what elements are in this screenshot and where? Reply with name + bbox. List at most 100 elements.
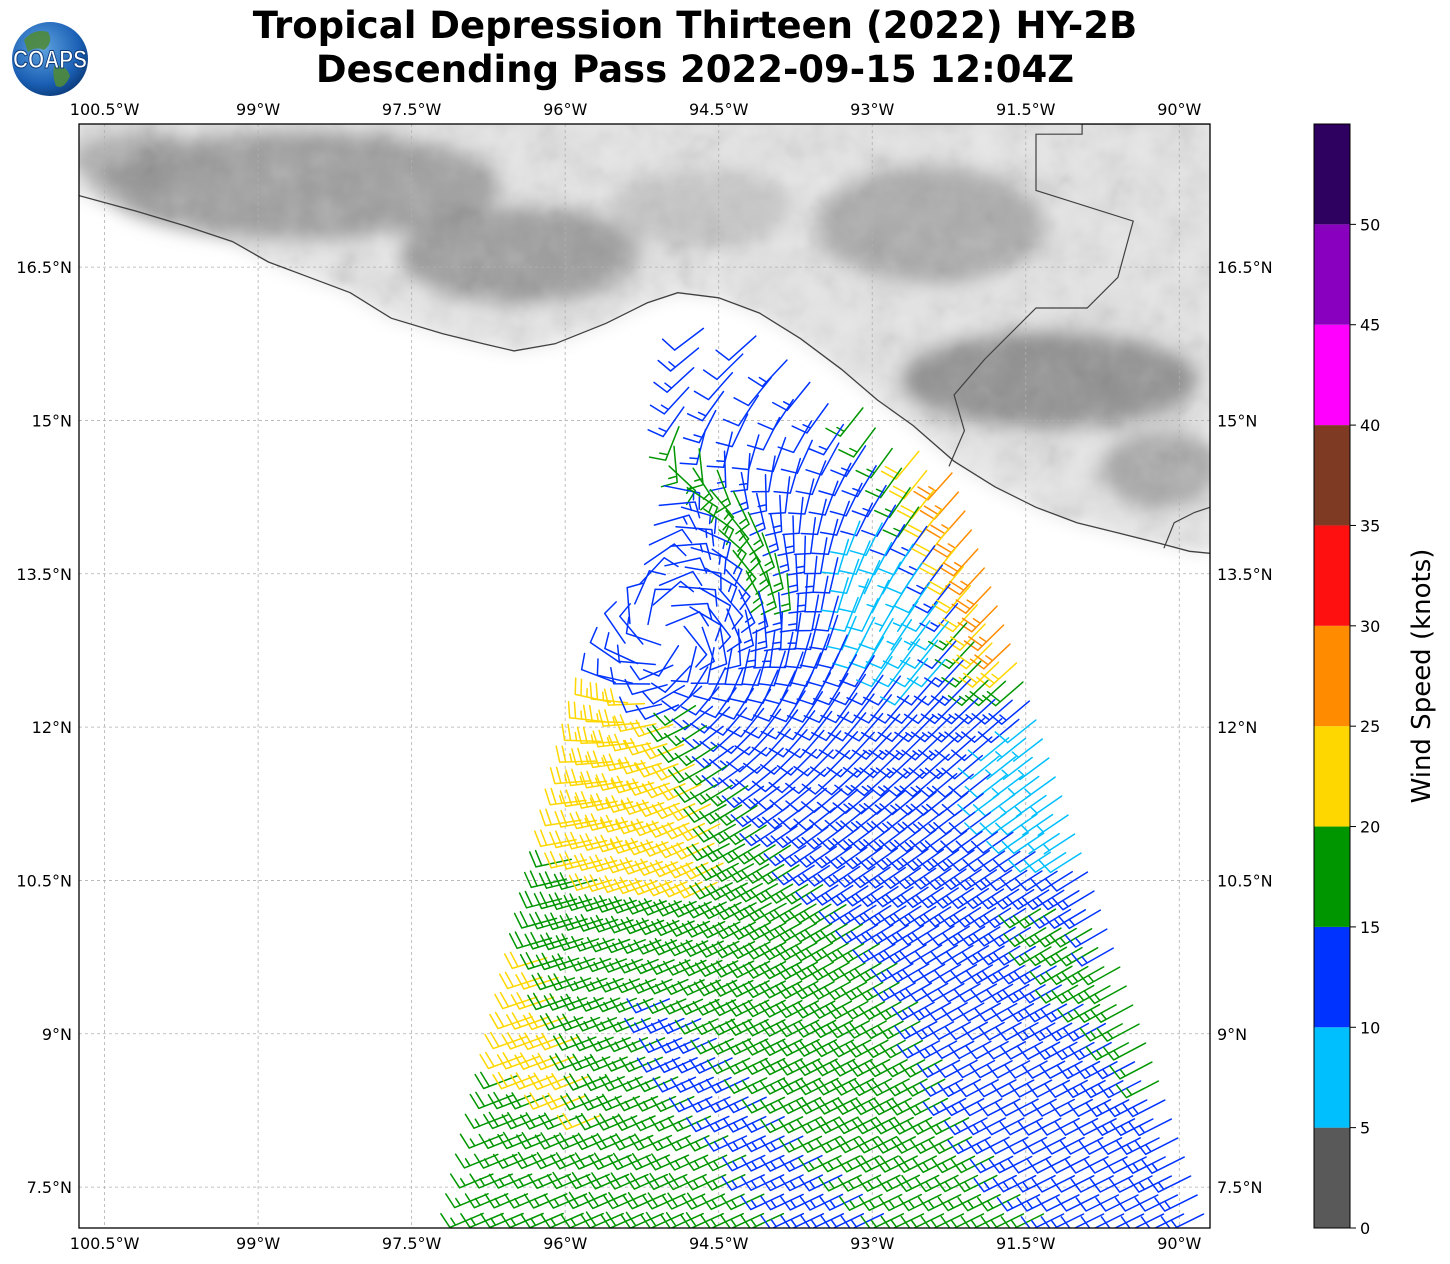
wind-barb [740,1174,785,1191]
wind-barb-stroke [641,684,686,705]
wind-barb-stroke [546,1171,591,1190]
wind-barb [620,1211,664,1228]
wind-barb-stroke [934,1174,979,1193]
wind-barb-stroke [801,826,844,850]
wind-barb [721,1174,765,1191]
wind-barb [809,846,853,869]
wind-barb-stroke [574,914,619,932]
wind-barb-stroke [779,1193,824,1211]
wind-barb [619,1232,661,1248]
wind-barb [955,831,999,854]
wind-barb-stroke [965,1040,1009,1060]
wind-barb [647,588,673,626]
colorbar-tick-label: 0 [1360,1219,1370,1238]
wind-barb [951,1059,996,1079]
wind-barb [1049,1098,1094,1117]
wind-barb-stroke [1062,1079,1106,1099]
wind-barb-stroke [556,1112,601,1131]
wind-barb-stroke [504,1193,548,1209]
wind-barb [523,1092,568,1110]
wind-barb-stroke [915,1174,959,1193]
wind-barb-stroke [1051,1041,1095,1061]
wind-barb [913,1040,958,1059]
wind-barb [931,1155,976,1174]
wind-barb-stroke [809,846,853,869]
wind-barb [904,1097,949,1116]
wind-barb-stroke [944,1021,989,1041]
wind-barb-stroke [940,1098,985,1117]
wind-barb [910,621,949,651]
wind-barb [1051,1041,1095,1061]
wind-barb-stroke [487,1091,532,1110]
wind-barb [944,717,986,743]
wind-barb-stroke [746,805,789,829]
wind-barb [702,353,744,381]
wind-barb-stroke [460,1212,504,1228]
wind-barb-stroke [802,730,842,759]
wind-barb [449,1173,494,1189]
wind-barb [863,675,902,706]
wind-barb-stroke [631,959,675,975]
wind-barb-stroke [863,828,906,852]
wind-barb [954,869,998,891]
wind-barb-stroke [582,1191,627,1210]
wind-barb-stroke [561,723,602,743]
wind-barb-stroke [762,806,805,830]
wind-barb-stroke [1068,1041,1112,1061]
wind-barb [1077,966,1121,986]
colorbar-bin [1314,1127,1350,1228]
wind-barb-stroke [1064,928,1108,948]
wind-barb-stroke [1021,889,1065,911]
wind-barb [647,1134,691,1152]
wind-barb [1091,1061,1136,1080]
wind-barb-stroke [625,616,662,646]
wind-barb [546,1171,591,1190]
wind-barb [829,673,867,706]
wind-barb [604,632,639,665]
wind-barb-stroke [459,1133,504,1149]
wind-barb-stroke [605,795,649,813]
wind-barb [593,1113,638,1131]
wind-barb [768,767,810,794]
wind-barb [1056,1003,1101,1023]
wind-barb [778,1135,823,1153]
wind-barb [724,648,751,686]
wind-barb [549,766,592,785]
wind-barb [1016,1041,1061,1060]
wind-barb-stroke [723,1077,768,1094]
wind-barb [915,772,958,798]
wind-barb-stroke [829,673,867,706]
wind-barb-stroke [762,513,779,557]
wind-barb-stroke [855,847,899,870]
wind-barb [510,992,555,1010]
wind-barb-stroke [961,1021,1005,1041]
wind-barb-stroke [670,602,713,621]
wind-barb [497,1131,541,1150]
wind-barb-stroke [602,937,646,954]
wind-barb [816,1135,860,1154]
wind-barb-stroke [570,1033,614,1052]
wind-barb-stroke [937,1193,982,1212]
wind-barb [662,959,707,976]
wind-barb-stroke [957,1002,1001,1022]
wind-barb [543,993,588,1011]
wind-barb [851,1116,896,1135]
wind-barb [556,1013,601,1032]
wind-barb-stroke [1055,1194,1100,1212]
wind-barb [635,704,680,720]
wind-barb [620,916,665,935]
wind-barb [503,951,548,970]
wind-barb-stroke [681,1192,726,1210]
wind-barb-stroke [1091,1061,1136,1080]
wind-barb-stroke [754,825,798,848]
wind-barb [675,525,715,547]
wind-barb [973,1079,1017,1098]
wind-barb-stroke [1103,1156,1147,1174]
wind-barb-stroke [812,1077,857,1096]
wind-barb [958,1098,1003,1117]
wind-barb [792,1000,836,1019]
wind-barb-stroke [916,887,959,909]
wind-barb [914,944,958,965]
lon-tick-label-bottom: 94.5°W [689,1234,749,1253]
wind-barb-stroke [616,644,656,666]
